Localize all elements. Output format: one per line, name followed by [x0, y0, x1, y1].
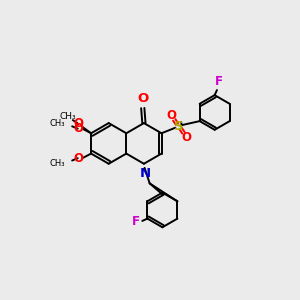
Text: O: O: [182, 131, 192, 144]
Text: O: O: [74, 122, 84, 135]
Text: CH₃: CH₃: [50, 118, 65, 127]
Text: F: F: [215, 74, 223, 88]
Text: O: O: [74, 117, 83, 130]
Text: O: O: [74, 152, 84, 165]
Text: CH₃: CH₃: [60, 112, 76, 121]
Text: O: O: [137, 92, 148, 105]
Text: O: O: [166, 109, 176, 122]
Text: F: F: [132, 215, 140, 228]
Text: CH₃: CH₃: [50, 159, 65, 168]
Text: S: S: [174, 120, 184, 133]
Text: N: N: [140, 167, 151, 180]
